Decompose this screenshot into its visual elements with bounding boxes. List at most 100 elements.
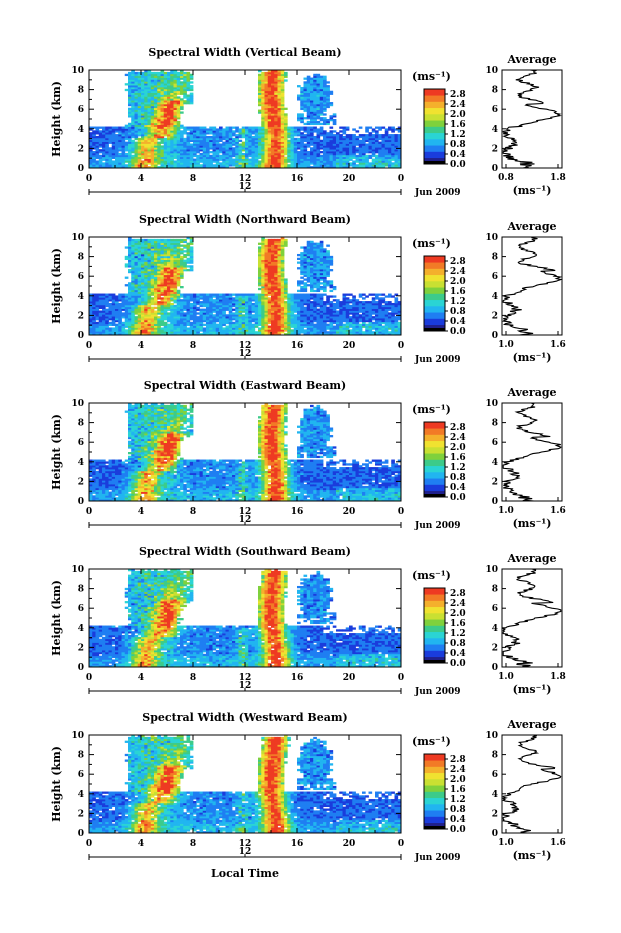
heatmap-cell xyxy=(190,127,194,129)
heatmap-cell xyxy=(255,127,259,129)
heatmap-cell xyxy=(125,153,129,155)
heatmap-cell xyxy=(206,136,210,138)
heatmap-cell xyxy=(180,98,184,100)
heatmap-cell xyxy=(252,136,256,138)
heatmap-cell xyxy=(125,164,129,166)
heatmap-cell xyxy=(122,127,126,129)
heatmap-cell xyxy=(174,160,178,162)
heatmap-cell xyxy=(300,127,304,129)
heatmap-cell xyxy=(304,81,308,83)
heatmap-cell xyxy=(297,151,301,153)
heatmap-cell xyxy=(92,151,96,153)
heatmap-cell xyxy=(287,140,291,142)
heatmap-cell xyxy=(310,78,314,80)
heatmap-cell xyxy=(258,127,262,129)
heatmap-cell xyxy=(222,142,226,144)
heatmap-cell xyxy=(287,127,291,129)
heatmap-cell xyxy=(200,127,204,129)
heatmap-cell xyxy=(135,142,139,144)
heatmap-cell xyxy=(258,160,262,162)
heatmap-cell xyxy=(115,127,119,129)
heatmap-cell xyxy=(180,125,184,127)
heatmap-cell xyxy=(209,151,213,153)
heatmap-cell xyxy=(304,144,308,146)
heatmap-cell xyxy=(157,142,161,144)
heatmap-cell xyxy=(284,108,288,110)
heatmap-cell xyxy=(304,134,308,136)
heatmap-cell xyxy=(125,74,129,76)
heatmap-cell xyxy=(190,93,194,95)
heatmap-cell xyxy=(99,127,103,129)
heatmap-cell xyxy=(209,136,213,138)
heatmap-cell xyxy=(300,87,304,89)
heatmap-cell xyxy=(177,121,181,123)
heatmap-cell xyxy=(196,127,200,129)
heatmap-cell xyxy=(245,127,249,129)
heatmap-cell xyxy=(219,144,223,146)
heatmap-cell xyxy=(190,85,194,87)
heatmap-cell xyxy=(307,151,311,153)
heatmap-cell xyxy=(297,95,301,97)
heatmap-cell xyxy=(242,153,246,155)
heatmap-cell xyxy=(128,123,132,125)
heatmap-cell xyxy=(203,127,207,129)
heatmap-cell xyxy=(193,127,197,129)
heatmap-cell xyxy=(313,136,317,138)
heatmap-cell xyxy=(232,130,236,132)
heatmap-cell xyxy=(131,140,135,142)
heatmap-cell xyxy=(183,138,187,140)
heatmap-cell xyxy=(284,79,288,81)
heatmap-cell xyxy=(96,136,100,138)
heatmap-cell xyxy=(187,72,191,74)
heatmap-cell xyxy=(154,72,158,74)
heatmap-cell xyxy=(131,155,135,157)
heatmap-cells xyxy=(89,70,401,168)
heatmap-cell xyxy=(99,155,103,157)
heatmap-cell xyxy=(180,81,184,83)
heatmap-cell xyxy=(317,121,321,123)
heatmap-cell xyxy=(99,149,103,151)
heatmap-cell xyxy=(125,125,129,127)
heatmap-cell xyxy=(135,72,139,74)
heatmap-cell xyxy=(183,100,187,102)
heatmap-cell xyxy=(190,81,194,83)
heatmap-cell xyxy=(92,130,96,132)
heatmap-cell xyxy=(252,127,256,129)
heatmap-cell xyxy=(128,72,132,74)
heatmap-cell xyxy=(235,127,239,129)
heatmap-cell xyxy=(183,127,187,129)
heatmap-cell xyxy=(284,157,288,159)
heatmap-cell xyxy=(310,147,314,149)
heatmap-cell xyxy=(89,132,93,134)
heatmap-cell xyxy=(261,72,265,74)
heatmap-cell xyxy=(222,128,226,130)
heatmap-cell xyxy=(200,153,204,155)
heatmap-cell xyxy=(180,130,184,132)
figure: Spectral Width (Vertical Beam)0246810048… xyxy=(0,0,621,929)
heatmap-cell xyxy=(226,127,230,129)
heatmap-cell xyxy=(297,138,301,140)
heatmap-cell xyxy=(232,138,236,140)
heatmap-cell xyxy=(258,74,262,76)
heatmap-cell xyxy=(304,127,308,129)
heatmap-cell xyxy=(96,127,100,129)
heatmap-cell xyxy=(235,134,239,136)
heatmap-cell xyxy=(164,72,168,74)
heatmap-cell xyxy=(180,111,184,113)
heatmap-cell xyxy=(229,127,233,129)
heatmap-cell xyxy=(297,127,301,129)
heatmap-cell xyxy=(128,108,132,110)
heatmap-cell xyxy=(294,138,298,140)
heatmap-cell xyxy=(284,113,288,115)
heatmap-cell xyxy=(300,132,304,134)
heatmap-cell xyxy=(125,83,129,85)
panel-1: Spectral Width (Vertical Beam)0246810048… xyxy=(50,46,566,198)
heatmap-cell xyxy=(297,113,301,115)
heatmap-cell xyxy=(141,160,145,162)
heatmap-cell xyxy=(102,162,106,164)
heatmap-cell xyxy=(297,85,301,87)
heatmap-cell xyxy=(213,164,217,166)
heatmap-cell xyxy=(284,72,288,74)
heatmap-cell xyxy=(109,127,113,129)
heatmap-cell xyxy=(112,160,116,162)
